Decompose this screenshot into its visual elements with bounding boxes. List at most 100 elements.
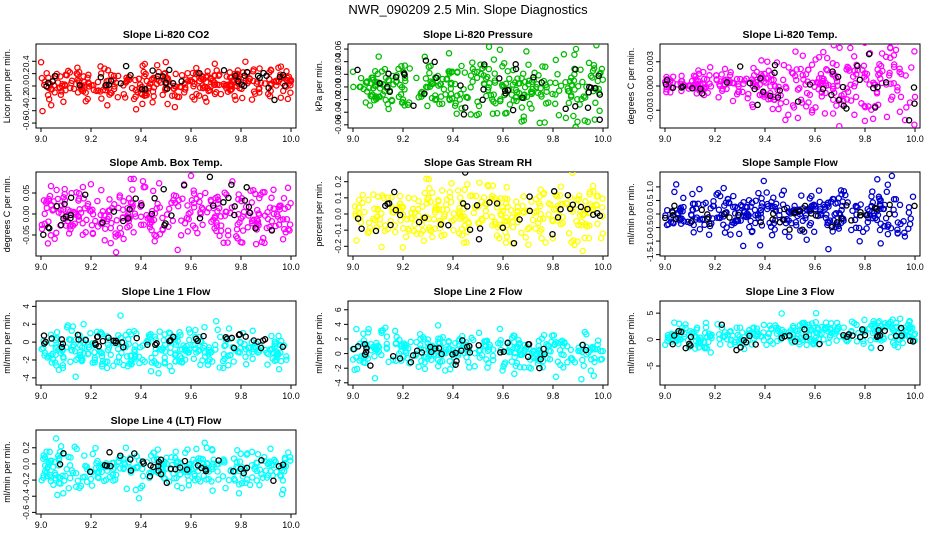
data-point [60, 215, 67, 222]
data-point [234, 235, 241, 242]
data-point [892, 332, 900, 340]
data-point [448, 79, 455, 87]
data-point [475, 203, 482, 210]
data-point [60, 353, 67, 361]
data-point [669, 73, 677, 80]
data-point [135, 75, 143, 83]
data-point [142, 70, 149, 78]
data-point [581, 117, 589, 124]
data-point [445, 50, 453, 57]
data-point [789, 70, 797, 77]
data-point [74, 477, 82, 484]
data-point [675, 336, 682, 344]
data-point [489, 356, 497, 364]
data-point [892, 46, 900, 54]
data-point [694, 200, 702, 208]
data-point [812, 318, 820, 326]
data-point [97, 211, 104, 219]
data-point [850, 319, 858, 327]
data-point [788, 69, 796, 76]
data-point [261, 80, 269, 87]
data-point [82, 336, 89, 344]
data-point [245, 203, 253, 211]
data-point [357, 74, 365, 82]
data-point [476, 225, 484, 232]
data-point [362, 79, 370, 86]
data-point [81, 452, 88, 459]
data-point [387, 217, 394, 225]
data-point [386, 88, 394, 96]
data-point [159, 91, 166, 99]
data-point [728, 221, 735, 229]
data-point [774, 94, 782, 101]
data-point [454, 187, 462, 194]
data-point [242, 353, 249, 361]
series-points [37, 58, 295, 115]
data-point [423, 175, 430, 183]
data-point [589, 343, 596, 351]
data-point [503, 214, 510, 221]
data-point [271, 338, 279, 345]
data-point [810, 336, 818, 344]
plot-frame [35, 429, 297, 515]
data-point [877, 344, 884, 352]
data-point [254, 451, 262, 458]
x-tick-label: 9.4 [135, 134, 148, 144]
data-point [205, 348, 212, 356]
x-tick-label: 9.0 [659, 134, 672, 144]
data-point [889, 339, 897, 346]
data-point [448, 180, 455, 187]
data-point [106, 196, 113, 203]
data-point [884, 223, 891, 230]
y-tick-label: 0.1 [333, 192, 343, 204]
data-point [502, 239, 510, 246]
data-point [41, 462, 49, 469]
data-point [554, 339, 562, 347]
data-point [539, 63, 546, 70]
data-point [281, 82, 289, 89]
data-point [228, 77, 236, 85]
data-point [83, 216, 90, 224]
y-tick-label: -2 [333, 364, 343, 372]
data-point [385, 70, 392, 78]
data-point [104, 102, 111, 109]
data-point [222, 484, 229, 492]
data-point [391, 327, 399, 335]
data-point [67, 358, 74, 365]
data-point [700, 75, 708, 83]
data-point [764, 200, 771, 208]
data-point [259, 474, 266, 481]
data-point [593, 193, 601, 200]
data-point [871, 104, 879, 111]
data-point [91, 356, 99, 364]
data-point [844, 199, 851, 206]
data-point [755, 189, 762, 197]
data-point [92, 217, 99, 225]
data-point [688, 77, 696, 85]
data-point [280, 342, 288, 349]
data-point [547, 348, 554, 355]
data-point [99, 461, 106, 469]
data-point [896, 201, 904, 209]
data-point [169, 217, 177, 225]
data-point [516, 363, 524, 371]
data-point [833, 102, 840, 109]
y-tick-label: -0.02 [333, 90, 343, 110]
data-point [270, 477, 277, 484]
data-point [669, 211, 677, 219]
data-point [167, 349, 174, 356]
data-point [876, 226, 884, 234]
data-point [522, 234, 530, 241]
data-point [774, 325, 782, 332]
data-point [834, 73, 842, 81]
data-point [409, 352, 417, 359]
data-point [587, 72, 595, 80]
data-point [276, 73, 284, 81]
data-point [178, 217, 185, 224]
data-point [501, 87, 509, 95]
data-point [486, 79, 493, 87]
data-point [88, 82, 95, 89]
data-point [279, 87, 287, 95]
data-point [420, 237, 428, 244]
data-point [506, 75, 513, 83]
